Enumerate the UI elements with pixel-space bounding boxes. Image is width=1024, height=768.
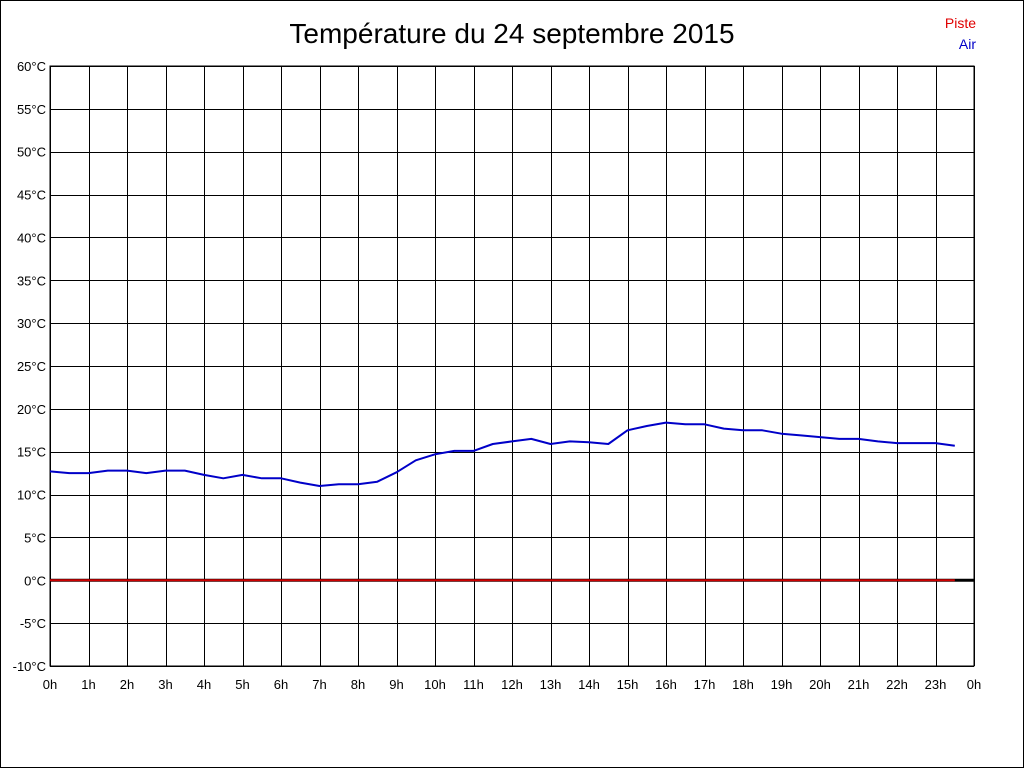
x-tick-label: 8h xyxy=(351,677,365,692)
x-tick-label: 23h xyxy=(925,677,947,692)
y-tick-label: 25°C xyxy=(17,359,46,374)
x-tick-label: 7h xyxy=(312,677,326,692)
x-tick-label: 12h xyxy=(501,677,523,692)
legend: Piste Air xyxy=(945,13,976,55)
x-tick-label: 21h xyxy=(848,677,870,692)
x-tick-label: 1h xyxy=(81,677,95,692)
y-tick-label: -10°C xyxy=(13,659,46,674)
x-tick-label: 18h xyxy=(732,677,754,692)
x-tick-label: 5h xyxy=(235,677,249,692)
x-tick-label: 17h xyxy=(694,677,716,692)
y-tick-label: 10°C xyxy=(17,488,46,503)
series xyxy=(49,421,974,582)
y-tick-label: 50°C xyxy=(17,145,46,160)
grid xyxy=(49,65,975,667)
x-tick-label: 14h xyxy=(578,677,600,692)
x-tick-label: 16h xyxy=(655,677,677,692)
y-tick-label: 55°C xyxy=(17,102,46,117)
x-tick-label: 13h xyxy=(540,677,562,692)
y-tick-label: 5°C xyxy=(24,530,46,545)
x-tick-label: 20h xyxy=(809,677,831,692)
x-tick-label: 2h xyxy=(120,677,134,692)
x-tick-label: 10h xyxy=(424,677,446,692)
x-tick-label: 0h xyxy=(967,677,981,692)
x-tick-label: 11h xyxy=(463,677,484,692)
y-tick-label: 15°C xyxy=(17,445,46,460)
x-tick-label: 4h xyxy=(197,677,211,692)
x-tick-label: 22h xyxy=(886,677,908,692)
y-tick-label: 35°C xyxy=(17,273,46,288)
x-tick-label: 19h xyxy=(771,677,793,692)
tick-labels: 0h 1h 2h 3h 4h 5h 6h 7h 8h 9h 10h 11h 12h 13h 14h 15h 16… xyxy=(13,59,982,692)
x-tick-label: 3h xyxy=(158,677,172,692)
x-tick-label: 15h xyxy=(617,677,639,692)
y-tick-label: 30°C xyxy=(17,316,46,331)
legend-entry-piste: Piste xyxy=(944,15,976,31)
y-tick-label: 20°C xyxy=(17,402,46,417)
y-tick-label: 0°C xyxy=(24,573,46,588)
x-tick-label: 9h xyxy=(389,677,403,692)
x-tick-label: 0h xyxy=(43,677,57,692)
legend-entry-air: Air xyxy=(958,36,976,52)
chart-title: Température du 24 septembre 2015 xyxy=(289,18,735,49)
y-tick-label: -5°C xyxy=(20,616,46,631)
y-tick-label: 40°C xyxy=(17,230,46,245)
y-tick-label: 45°C xyxy=(17,188,46,203)
series-line-air xyxy=(49,421,955,487)
x-tick-label: 6h xyxy=(274,677,288,692)
y-tick-label: 60°C xyxy=(17,59,46,74)
